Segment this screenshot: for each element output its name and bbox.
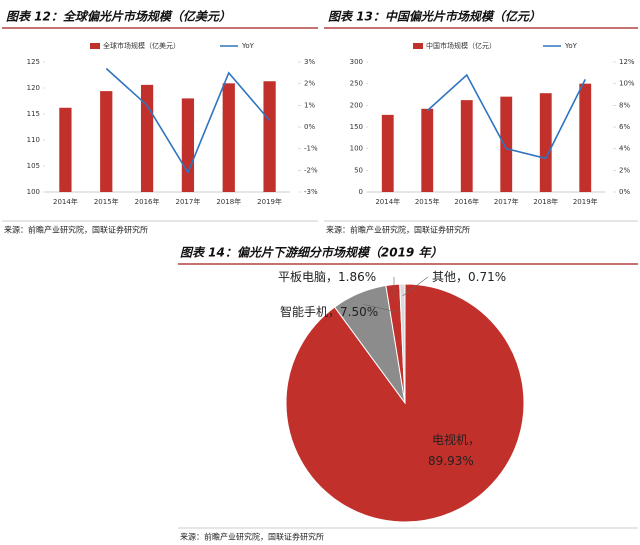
pie-value: 1.86% bbox=[338, 270, 376, 284]
x-tick-label: 2015年 bbox=[94, 197, 119, 206]
y-tick-label: 105 bbox=[27, 162, 40, 170]
legend-swatch bbox=[413, 43, 423, 49]
pie-label: 电视机， 89.93% bbox=[428, 432, 480, 468]
y2-tick-label: 1% bbox=[304, 101, 315, 109]
y-tick-label: 100 bbox=[27, 188, 40, 196]
bar bbox=[500, 96, 513, 192]
y2-tick-label: 3% bbox=[304, 58, 315, 66]
x-tick-label: 2017年 bbox=[176, 197, 201, 206]
y2-tick-label: 4% bbox=[619, 145, 630, 153]
bar bbox=[539, 93, 552, 192]
y-tick-label: 120 bbox=[27, 84, 40, 92]
y-tick-label: 150 bbox=[350, 123, 363, 131]
y2-tick-label: -2% bbox=[304, 166, 318, 174]
x-tick-label: 2018年 bbox=[216, 197, 241, 206]
y-tick-label: 300 bbox=[350, 58, 363, 66]
y-tick-label: 50 bbox=[354, 166, 363, 174]
bar bbox=[421, 108, 434, 192]
x-tick-label: 2014年 bbox=[375, 197, 400, 206]
pie-value: 89.93% bbox=[428, 454, 474, 468]
bar bbox=[181, 98, 195, 192]
bar bbox=[460, 100, 473, 192]
legend-label: YoY bbox=[241, 42, 255, 50]
x-tick-label: 2017年 bbox=[494, 197, 519, 206]
source: 来源：前瞻产业研究院，国联证券研究所 bbox=[180, 532, 324, 542]
pie-label: 平板电脑，1.86% bbox=[278, 270, 376, 284]
y2-tick-label: 8% bbox=[619, 101, 630, 109]
bar bbox=[59, 107, 72, 192]
y2-tick-label: 2% bbox=[619, 166, 630, 174]
y2-tick-label: -3% bbox=[304, 188, 318, 196]
legend-label: YoY bbox=[564, 42, 578, 50]
chart-title: 图表 12：全球偏光片市场规模（亿美元） bbox=[6, 10, 231, 24]
pie-category: 电视机， bbox=[432, 432, 480, 447]
y2-tick-label: -1% bbox=[304, 145, 318, 153]
bar bbox=[100, 91, 113, 192]
y2-tick-label: 10% bbox=[619, 80, 635, 88]
y-tick-label: 250 bbox=[350, 80, 363, 88]
leader-line bbox=[363, 303, 398, 313]
x-tick-label: 2018年 bbox=[533, 197, 558, 206]
x-tick-label: 2016年 bbox=[454, 197, 479, 206]
y2-tick-label: 0% bbox=[619, 188, 630, 196]
x-tick-label: 2015年 bbox=[415, 197, 440, 206]
source: 来源：前瞻产业研究院，国联证券研究所 bbox=[326, 225, 470, 235]
x-tick-label: 2014年 bbox=[53, 197, 78, 206]
pie-value: 0.71% bbox=[468, 270, 506, 284]
y2-tick-label: 0% bbox=[304, 123, 315, 131]
legend-label: 全球市场规模（亿美元） bbox=[103, 41, 180, 50]
pie-label: 其他，0.71% bbox=[432, 270, 506, 284]
bar bbox=[579, 83, 592, 192]
y-tick-label: 200 bbox=[350, 101, 363, 109]
pie-value: 7.50% bbox=[340, 305, 378, 319]
leader-line bbox=[402, 276, 429, 297]
y-tick-label: 110 bbox=[27, 136, 40, 144]
yoy-line bbox=[426, 73, 586, 160]
y-tick-label: 100 bbox=[350, 145, 363, 153]
chart-title: 图表 14：偏光片下游细分市场规模（2019 年） bbox=[180, 246, 442, 260]
yoy-line bbox=[105, 67, 271, 175]
x-tick-label: 2016年 bbox=[135, 197, 160, 206]
legend-swatch bbox=[90, 43, 100, 49]
pie-slice bbox=[399, 283, 406, 404]
y-tick-label: 125 bbox=[27, 58, 40, 66]
pie-label: 智能手机，7.50% bbox=[280, 304, 378, 319]
bar bbox=[222, 83, 235, 192]
x-tick-label: 2019年 bbox=[573, 197, 598, 206]
legend-label: 中国市场规模（亿元） bbox=[426, 41, 496, 50]
chart-title: 图表 13：中国偏光片市场规模（亿元） bbox=[328, 10, 541, 24]
pie-category: 平板电脑， bbox=[278, 270, 338, 284]
y2-tick-label: 2% bbox=[304, 80, 315, 88]
y-tick-label: 0 bbox=[359, 188, 363, 196]
bar bbox=[381, 114, 394, 192]
pie-category: 其他， bbox=[432, 270, 468, 284]
x-tick-label: 2019年 bbox=[257, 197, 282, 206]
pie-category: 智能手机， bbox=[280, 304, 340, 319]
bar bbox=[263, 81, 276, 192]
source: 来源：前瞻产业研究院，国联证券研究所 bbox=[4, 225, 148, 235]
y2-tick-label: 12% bbox=[619, 58, 635, 66]
y-tick-label: 115 bbox=[27, 110, 40, 118]
y2-tick-label: 6% bbox=[619, 123, 630, 131]
